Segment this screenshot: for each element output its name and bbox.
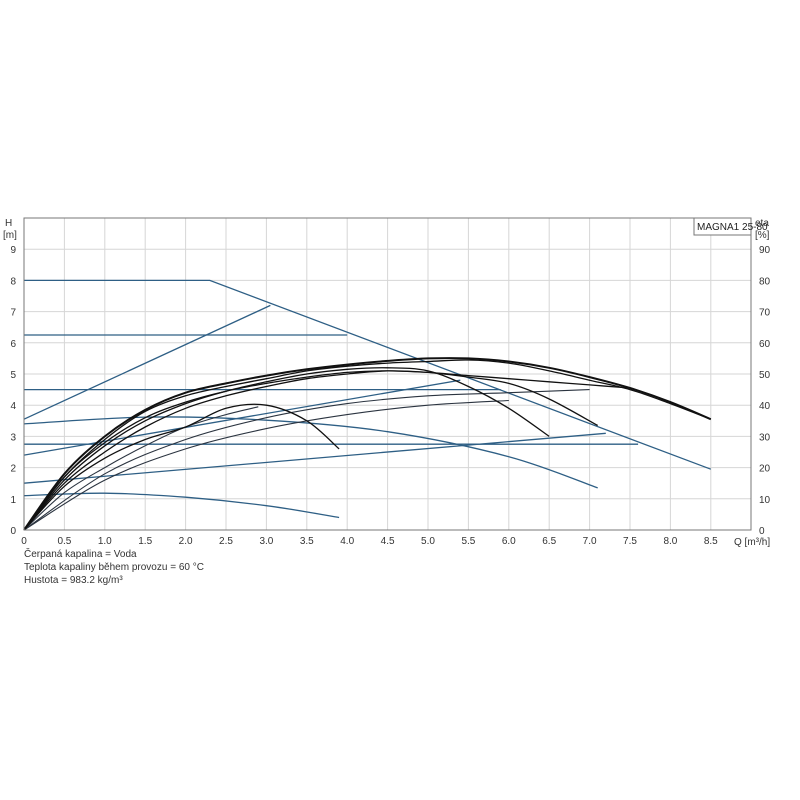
pump-curve-line: [23, 359, 712, 531]
x-tick-label: 6.0: [502, 536, 516, 547]
pump-curve-line: [23, 367, 550, 531]
pump-curve-line: [23, 357, 712, 531]
info-temperature: Teplota kapaliny během provozu = 60 °C: [24, 562, 204, 573]
y-left-tick-label: 9: [10, 245, 16, 256]
x-tick-label: 2.0: [179, 536, 193, 547]
efficiency-curve-line: [23, 406, 259, 531]
x-tick-label: 5.0: [421, 536, 435, 547]
x-tick-label: 0.5: [57, 536, 71, 547]
x-tick-label: 7.5: [623, 536, 637, 547]
pump-curve-line: [23, 370, 599, 531]
y-right-tick-label: 10: [759, 495, 771, 506]
model-box: [693, 217, 752, 236]
x-axis-label: Q [m³/h]: [734, 537, 770, 548]
x-tick-label: 0: [21, 536, 27, 547]
x-tick-label: 4.0: [340, 536, 354, 547]
y-right-tick-label: 90: [759, 245, 771, 256]
y-right-tick-label: 80: [759, 276, 771, 287]
x-tick-label: 2.5: [219, 536, 233, 547]
pump-curve-line: [23, 403, 340, 531]
y-right-label-line1: eta: [755, 218, 769, 229]
x-tick-label: 7.0: [583, 536, 597, 547]
y-left-tick-label: 1: [10, 495, 16, 506]
x-tick-label: 8.5: [704, 536, 718, 547]
y-left-tick-label: 0: [10, 526, 16, 537]
plot-frame: [23, 217, 752, 531]
model-label: MAGNA1 25-80: [697, 222, 768, 233]
info-density: Hustota = 983.2 kg/m³: [24, 575, 123, 586]
fluid-info: Čerpaná kapalina = Voda Teplota kapaliny…: [24, 548, 204, 587]
grid: [24, 218, 751, 530]
pump-curve-line: [23, 370, 631, 531]
y-left-tick-label: 6: [10, 339, 16, 350]
series-layer: [23, 279, 712, 531]
y-left-tick-label: 8: [10, 276, 16, 287]
x-tick-label: 3.5: [300, 536, 314, 547]
control-curve-line: [23, 432, 606, 484]
x-tick-label: 1.0: [98, 536, 112, 547]
y-left-tick-label: 2: [10, 464, 16, 475]
x-tick-label: 5.5: [461, 536, 475, 547]
y-left-tick-label: 4: [10, 401, 16, 412]
y-right-tick-label: 60: [759, 339, 771, 350]
tick-labels: 0 0.5 1.0 1.5 2.0 2.5 3.0 3.5 4.0 4.5 5.0 5.5 6.0 6.5…: [10, 245, 770, 547]
x-tick-label: 8.0: [663, 536, 677, 547]
control-curve-line: [23, 304, 271, 420]
y-right-tick-label: 50: [759, 370, 771, 381]
y-right-tick-label: 40: [759, 401, 771, 412]
y-left-tick-label: 3: [10, 432, 16, 443]
x-tick-label: 3.0: [259, 536, 273, 547]
y-right-tick-label: 20: [759, 464, 771, 475]
x-tick-label: 6.5: [542, 536, 556, 547]
y-left-label-line1: H: [5, 218, 12, 229]
efficiency-curve-line: [23, 389, 590, 531]
x-tick-label: 1.5: [138, 536, 152, 547]
y-left-tick-label: 5: [10, 370, 16, 381]
efficiency-curve-line: [23, 399, 509, 531]
y-right-tick-label: 30: [759, 432, 771, 443]
control-curve-line: [23, 416, 598, 489]
y-right-tick-label: 70: [759, 308, 771, 319]
y-left-tick-label: 7: [10, 308, 16, 319]
y-right-label-line2: [%]: [755, 230, 770, 241]
control-curve-line: [24, 279, 712, 470]
y-left-label-line2: [m]: [3, 230, 17, 241]
x-tick-label: 4.5: [381, 536, 395, 547]
y-right-tick-label: 0: [759, 526, 765, 537]
info-liquid: Čerpaná kapalina = Voda: [24, 549, 137, 560]
